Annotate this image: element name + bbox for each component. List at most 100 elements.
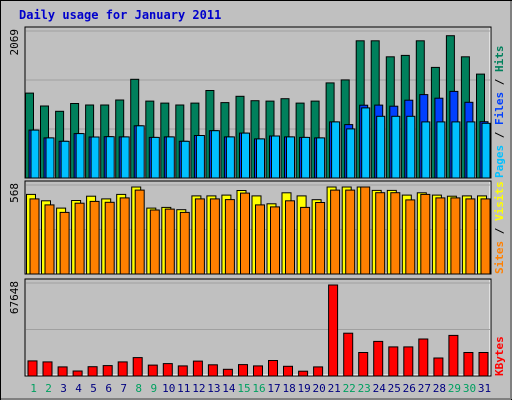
visits-panel-bar-sites-day-28 — [435, 197, 446, 275]
hits-panel-bar-pages-day-2 — [45, 137, 55, 179]
kbytes-panel-bar-kbytes-day-10 — [162, 363, 173, 377]
x-tick-label-day-6: 6 — [105, 382, 112, 395]
hits-panel-bar-pages-day-3 — [60, 140, 70, 179]
kbytes-panel-bar-kbytes-day-24 — [373, 340, 384, 377]
hits-panel-bar-pages-day-9 — [150, 136, 160, 179]
x-tick-label-day-29: 29 — [448, 382, 461, 395]
hits-panel-bar-pages-day-13 — [210, 130, 220, 179]
visits-panel-bar-sites-day-1 — [29, 198, 40, 275]
kbytes-panel-legend-kbytes: KBytes — [493, 336, 506, 376]
visits-panel-bar-sites-day-21 — [330, 189, 341, 275]
hits-panel-bar-pages-day-24 — [376, 115, 386, 179]
visits-panel-bar-sites-day-13 — [209, 198, 220, 275]
hits-panel-bar-pages-day-19 — [301, 136, 311, 179]
hits-panel-bar-pages-day-10 — [165, 136, 175, 179]
hits-panel-ymax-label: 2069 — [8, 29, 21, 56]
hits-panel-legend: Pages / Files / Hits — [493, 46, 506, 179]
kbytes-panel-bar-kbytes-day-28 — [433, 357, 444, 377]
kbytes-panel-bar-kbytes-day-31 — [478, 352, 489, 377]
x-tick-label-day-19: 19 — [297, 382, 310, 395]
hits-panel-bar-pages-day-7 — [120, 136, 130, 179]
kbytes-panel-bar-kbytes-day-5 — [87, 366, 98, 377]
visits-panel-bar-sites-day-5 — [89, 200, 100, 275]
kbytes-panel-bar-kbytes-day-6 — [102, 365, 113, 377]
chart-title: Daily usage for January 2011 — [19, 8, 221, 22]
visits-panel-bar-sites-day-14 — [224, 199, 235, 275]
kbytes-panel-bar-kbytes-day-9 — [147, 364, 158, 377]
visits-panel-bar-sites-day-29 — [450, 197, 461, 275]
kbytes-panel-bar-kbytes-day-16 — [253, 365, 263, 377]
hits-panel-bar-pages-day-20 — [316, 137, 326, 179]
kbytes-panel-bar-kbytes-day-29 — [448, 334, 459, 377]
kbytes-panel-bar-kbytes-day-18 — [283, 365, 293, 377]
visits-panel-bar-sites-day-8 — [134, 189, 145, 275]
hits-panel-bar-pages-day-28 — [436, 121, 446, 179]
visits-panel-ymax-label: 568 — [8, 183, 21, 203]
x-tick-label-day-12: 12 — [192, 382, 205, 395]
hits-panel-bar-pages-day-31 — [481, 122, 491, 179]
hits-panel-bar-pages-day-5 — [90, 136, 100, 179]
x-tick-label-day-17: 17 — [267, 382, 280, 395]
visits-panel-bar-sites-day-9 — [149, 209, 160, 275]
x-tick-label-day-31: 31 — [478, 382, 491, 395]
x-tick-label-day-18: 18 — [282, 382, 295, 395]
kbytes-panel-bar-kbytes-day-30 — [463, 352, 474, 377]
hits-panel-bar-pages-day-4 — [75, 133, 85, 179]
kbytes-panel-bar-kbytes-day-20 — [313, 366, 324, 377]
hits-panel-bar-pages-day-14 — [225, 136, 235, 179]
hits-panel-bar-pages-day-8 — [135, 125, 145, 179]
visits-panel-bar-sites-day-11 — [179, 211, 190, 275]
visits-panel-bar-sites-day-2 — [44, 204, 55, 275]
hits-panel-bar-pages-day-25 — [391, 115, 401, 179]
kbytes-panel-bar-kbytes-day-26 — [403, 346, 414, 377]
x-tick-label-day-1: 1 — [30, 382, 37, 395]
visits-panel-legend-visits: Visits — [493, 181, 506, 221]
hits-panel-bar-pages-day-27 — [421, 121, 431, 179]
visits-panel-bar-sites-day-16 — [255, 204, 265, 275]
x-tick-label-day-15: 15 — [237, 382, 250, 395]
x-tick-label-day-20: 20 — [312, 382, 325, 395]
kbytes-panel-bar-kbytes-day-17 — [268, 360, 278, 377]
x-tick-label-day-26: 26 — [403, 382, 416, 395]
x-tick-label-day-23: 23 — [358, 382, 371, 395]
x-tick-label-day-10: 10 — [162, 382, 175, 395]
x-tick-label-day-24: 24 — [373, 382, 387, 395]
kbytes-panel-bar-kbytes-day-14 — [222, 368, 233, 377]
hits-panel-legend-files: Files — [493, 92, 506, 125]
visits-panel-bar-sites-day-20 — [315, 202, 326, 275]
kbytes-panel-bar-kbytes-day-2 — [42, 361, 53, 377]
kbytes-panel-bar-kbytes-day-19 — [298, 370, 309, 377]
visits-panel-bar-sites-day-7 — [119, 197, 130, 275]
x-tick-label-day-3: 3 — [60, 382, 67, 395]
hits-panel-bar-pages-day-29 — [451, 121, 461, 179]
visits-panel-bar-sites-day-12 — [194, 198, 205, 275]
hits-panel-bar-pages-day-16 — [256, 138, 265, 179]
hits-panel-bar-pages-day-1 — [30, 129, 40, 179]
visits-panel-legend: Sites / Visits — [493, 181, 506, 274]
visits-panel-bar-sites-day-30 — [465, 198, 476, 275]
kbytes-panel-bar-kbytes-day-8 — [132, 357, 143, 377]
x-tick-label-day-28: 28 — [433, 382, 446, 395]
x-tick-label-day-22: 22 — [343, 382, 356, 395]
hits-panel-legend-pages: Pages — [493, 145, 506, 178]
hits-panel-bar-pages-day-18 — [286, 136, 295, 179]
x-tick-label-day-4: 4 — [75, 382, 82, 395]
x-tick-label-day-11: 11 — [177, 382, 190, 395]
kbytes-panel-plot-area — [24, 278, 492, 377]
x-tick-label-day-13: 13 — [207, 382, 220, 395]
x-tick-label-day-27: 27 — [418, 382, 431, 395]
visits-panel-bar-sites-day-25 — [390, 192, 401, 275]
hits-panel-bar-pages-day-30 — [466, 121, 476, 179]
kbytes-panel-bar-kbytes-day-3 — [57, 366, 68, 377]
visits-panel-bar-sites-day-10 — [164, 208, 175, 275]
hits-panel-bar-pages-day-12 — [195, 135, 205, 179]
hits-panel-bar-pages-day-23 — [361, 107, 371, 179]
hits-panel-bar-pages-day-11 — [180, 140, 190, 179]
kbytes-panel-bar-kbytes-day-12 — [192, 360, 203, 377]
visits-panel-bar-sites-day-31 — [480, 198, 491, 275]
hits-panel-bar-pages-day-21 — [331, 121, 341, 179]
visits-panel-legend-sites: Sites — [493, 241, 506, 274]
visits-panel-bar-sites-day-17 — [270, 206, 280, 275]
x-tick-label-day-5: 5 — [90, 382, 97, 395]
